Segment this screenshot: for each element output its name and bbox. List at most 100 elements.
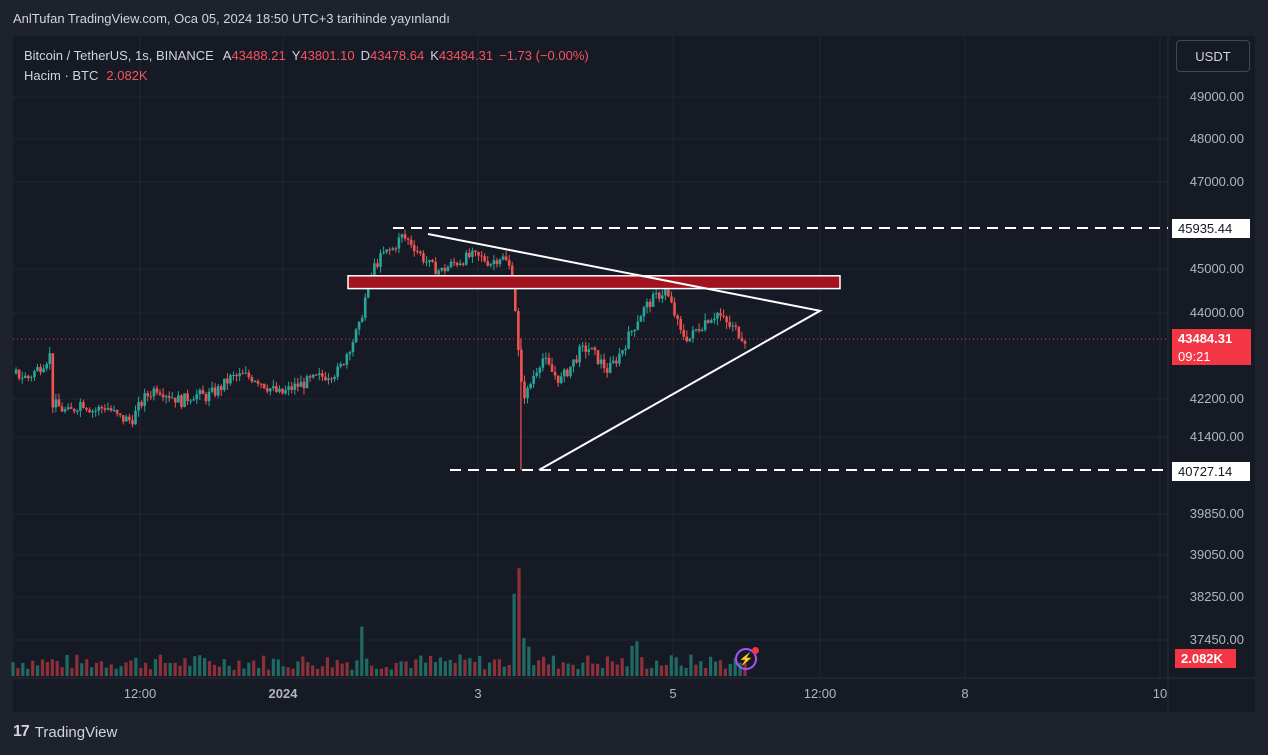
candle-body	[654, 292, 658, 295]
triangle-pattern	[427, 233, 823, 471]
chart-panel[interactable]	[13, 36, 1255, 712]
candle-body	[354, 329, 358, 343]
candle-body	[566, 369, 569, 377]
candle-body	[229, 375, 232, 384]
footer-branding: 17 TradingView	[13, 714, 117, 750]
volume-bar	[109, 664, 113, 676]
candle-body	[330, 378, 333, 380]
candle-body	[725, 316, 728, 323]
volume-bar	[571, 664, 575, 676]
volume-bar	[55, 661, 59, 676]
volume-bar	[60, 667, 64, 676]
lightning-icon[interactable]: ⚡	[735, 647, 759, 670]
candle-body	[314, 374, 318, 376]
candle-body	[526, 388, 529, 399]
candle-body	[333, 376, 336, 380]
volume-bar	[428, 655, 433, 676]
volume-bar	[630, 645, 634, 676]
volume-bar	[355, 660, 359, 676]
volume-bar	[271, 658, 275, 676]
volume-bar	[694, 664, 698, 676]
candle-body	[45, 363, 48, 369]
candle-body	[645, 301, 649, 308]
candle-body	[219, 386, 223, 391]
volume-bar	[492, 659, 497, 676]
candle-body	[290, 386, 294, 390]
volume-bar	[684, 667, 688, 676]
candle-body	[103, 408, 107, 410]
candle-body	[207, 391, 211, 402]
volume-bar	[473, 661, 477, 676]
candle-body	[605, 368, 609, 373]
candle-body	[201, 390, 205, 395]
candle-body	[553, 372, 557, 376]
candle-body	[422, 253, 425, 262]
volume-bar	[709, 656, 713, 676]
candle-body	[703, 320, 707, 330]
volume-bar	[94, 662, 99, 676]
volume-bar	[325, 657, 330, 676]
volume-bar	[129, 660, 133, 676]
candle-body	[69, 407, 73, 409]
candle-body	[265, 388, 269, 392]
candle-body	[382, 252, 385, 254]
candle-body	[79, 402, 82, 411]
volume-bar	[139, 667, 143, 676]
candle-body	[664, 289, 667, 296]
candle-body	[719, 312, 722, 316]
candle-body	[722, 315, 725, 317]
candle-body	[379, 253, 382, 267]
candle-body	[60, 406, 64, 412]
candle-body	[321, 373, 324, 377]
candle-body	[348, 352, 352, 355]
candle-body	[651, 294, 655, 307]
currency-button[interactable]: USDT	[1176, 40, 1250, 72]
countdown-tag: 09:21	[1172, 348, 1251, 365]
volume-bar	[207, 661, 212, 676]
symbol-title[interactable]: Bitcoin / TetherUS, 1s, BINANCE	[24, 48, 214, 63]
candle-body	[621, 350, 624, 354]
volume-bar	[153, 659, 158, 676]
candle-body	[30, 377, 33, 379]
open-value: 43488.21	[231, 48, 286, 63]
candle-body	[112, 410, 116, 412]
candle-body	[186, 393, 189, 402]
volume-bar	[80, 663, 84, 676]
candle-body	[630, 331, 633, 333]
volume-bar	[738, 662, 742, 676]
volume-bar	[173, 662, 177, 676]
candle-body	[140, 402, 143, 406]
volume-bar	[124, 662, 128, 676]
candle-body	[17, 369, 21, 379]
candle-body	[679, 318, 682, 330]
candle-body	[642, 307, 646, 317]
volume-bar	[148, 669, 153, 676]
candle-body	[587, 349, 591, 352]
candle-body	[360, 317, 364, 322]
volume-bar	[178, 665, 182, 676]
candle-body	[584, 345, 588, 352]
y-tick-label: 44000.00	[1190, 305, 1244, 320]
volume-bar	[561, 662, 565, 676]
candle-body	[238, 373, 241, 377]
brand-name[interactable]: TradingView	[34, 723, 118, 741]
candle-body	[302, 381, 306, 389]
candle-body	[706, 320, 710, 323]
volume-bar	[315, 668, 320, 676]
candle-body	[143, 393, 146, 406]
volume-bar	[389, 669, 393, 676]
volume-bar	[144, 662, 148, 676]
candle-body	[97, 406, 101, 411]
candle-body	[250, 377, 254, 382]
volume-bar	[463, 659, 467, 676]
volume-bar	[458, 654, 462, 676]
candle-body	[287, 386, 290, 390]
candle-body	[363, 297, 367, 318]
candle-body	[39, 367, 42, 373]
volume-bar	[404, 661, 408, 676]
volume-label[interactable]: Hacim · BTC	[24, 68, 99, 83]
volume-bar	[202, 658, 207, 676]
volume-bar	[183, 658, 187, 676]
candle-body	[296, 383, 300, 387]
